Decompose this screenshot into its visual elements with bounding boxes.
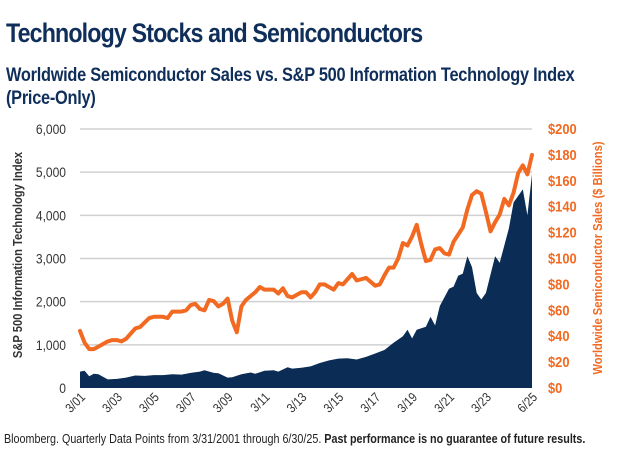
right-tick-label: $60 [548,301,570,318]
x-tick-label: 3/11 [247,389,273,415]
left-tick-label: 0 [59,380,66,396]
left-tick-label: 3,000 [36,251,66,267]
right-tick-label: $0 [548,379,563,396]
x-tick-label: 3/15 [321,389,347,415]
right-tick-label: $80 [548,275,570,292]
left-axis-label: S&P 500 Information Technology Index [10,152,25,358]
right-tick-label: $100 [548,250,577,267]
left-tick-label: 5,000 [36,164,66,180]
disclaimer: Past performance is no guarantee of futu… [324,432,586,446]
left-tick-label: 2,000 [36,294,66,310]
semiconductor-sales-line [78,152,534,352]
right-axis-label: Worldwide Semiconductor Sales ($ Billion… [590,141,605,374]
right-tick-label: $20 [548,353,570,370]
x-tick-label: 3/03 [99,389,125,415]
source-note: Bloomberg. Quarterly Data Points from 3/… [4,432,325,446]
x-tick-label: 3/23 [468,389,494,415]
left-tick-label: 1,000 [36,337,66,353]
right-tick-label: $180 [548,146,577,163]
x-tick-label: 3/01 [62,389,88,415]
x-tick-label: 3/17 [357,389,383,415]
chart-title: Technology Stocks and Semiconductors [6,18,423,48]
x-tick-label: 3/07 [173,389,199,415]
left-tick-label: 6,000 [36,121,66,137]
left-tick-label: 4,000 [36,207,66,223]
x-tick-label: 6/25 [514,389,540,415]
x-tick-label: 3/21 [431,389,457,415]
right-tick-label: $200 [548,120,577,137]
footer: Bloomberg. Quarterly Data Points from 3/… [4,432,585,446]
x-tick-label: 3/09 [210,389,236,415]
right-tick-label: $40 [548,327,570,344]
x-tick-label: 3/13 [284,389,310,415]
chart-subtitle: Worldwide Semiconductor Sales vs. S&P 50… [6,65,575,109]
sp500-it-area [80,174,532,388]
right-tick-label: $160 [548,172,577,189]
right-tick-label: $140 [548,198,577,215]
x-tick-label: 3/05 [136,389,162,415]
x-tick-label: 3/19 [394,389,420,415]
right-tick-label: $120 [548,224,577,241]
